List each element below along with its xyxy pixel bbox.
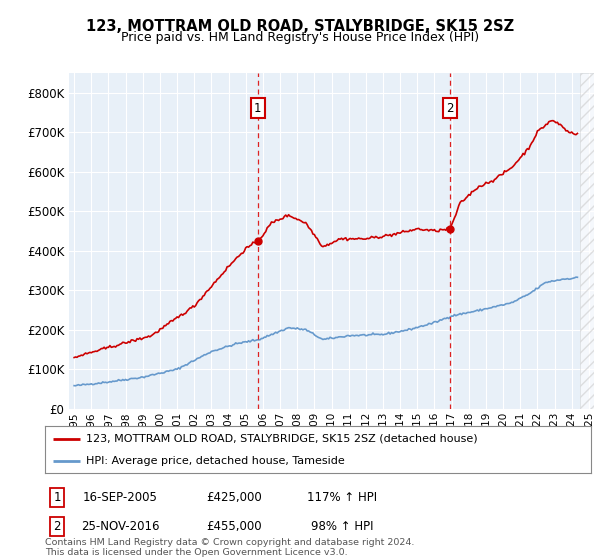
Text: 1: 1 <box>254 102 262 115</box>
Text: £455,000: £455,000 <box>206 520 262 533</box>
Text: Price paid vs. HM Land Registry's House Price Index (HPI): Price paid vs. HM Land Registry's House … <box>121 31 479 44</box>
Text: £425,000: £425,000 <box>206 491 262 504</box>
Text: 98% ↑ HPI: 98% ↑ HPI <box>311 520 373 533</box>
Text: 1: 1 <box>53 491 61 504</box>
Text: HPI: Average price, detached house, Tameside: HPI: Average price, detached house, Tame… <box>86 456 344 466</box>
Text: 16-SEP-2005: 16-SEP-2005 <box>83 491 157 504</box>
Text: 2: 2 <box>446 102 454 115</box>
Text: 2: 2 <box>53 520 61 533</box>
Text: 123, MOTTRAM OLD ROAD, STALYBRIDGE, SK15 2SZ: 123, MOTTRAM OLD ROAD, STALYBRIDGE, SK15… <box>86 20 514 34</box>
Text: 117% ↑ HPI: 117% ↑ HPI <box>307 491 377 504</box>
Text: Contains HM Land Registry data © Crown copyright and database right 2024.
This d: Contains HM Land Registry data © Crown c… <box>45 538 415 557</box>
Bar <box>580 73 594 409</box>
Text: 123, MOTTRAM OLD ROAD, STALYBRIDGE, SK15 2SZ (detached house): 123, MOTTRAM OLD ROAD, STALYBRIDGE, SK15… <box>86 434 478 444</box>
Text: 25-NOV-2016: 25-NOV-2016 <box>81 520 159 533</box>
